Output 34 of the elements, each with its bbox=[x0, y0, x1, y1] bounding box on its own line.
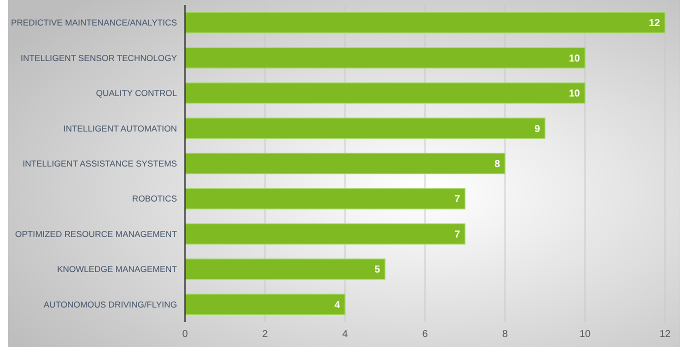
y-tick-label: PREDICTIVE MAINTENANCE/ANALYTICS bbox=[10, 18, 178, 28]
x-tick-label: 4 bbox=[342, 329, 348, 340]
x-tick-label: 6 bbox=[422, 329, 428, 340]
x-tick-label: 10 bbox=[579, 329, 591, 340]
data-label: 10 bbox=[568, 53, 580, 64]
bar bbox=[184, 47, 586, 68]
bar bbox=[184, 294, 346, 316]
x-tick-label: 12 bbox=[659, 329, 671, 340]
bar bbox=[184, 82, 586, 104]
data-label: 8 bbox=[494, 159, 500, 170]
y-tick-label: INTELLIGENT SENSOR TECHNOLOGY bbox=[20, 52, 178, 63]
bar bbox=[184, 118, 546, 139]
x-tick-label: 0 bbox=[182, 329, 188, 340]
data-label: 10 bbox=[568, 88, 580, 100]
y-tick-label: KNOWLEDGE MANAGEMENT bbox=[57, 264, 178, 274]
bar bbox=[184, 223, 466, 245]
data-label: 7 bbox=[454, 229, 460, 240]
y-tick-label: AUTONOMOUS DRIVING/FLYING bbox=[44, 299, 178, 310]
data-label: 12 bbox=[648, 18, 660, 30]
bar bbox=[184, 152, 506, 174]
bar bbox=[184, 12, 666, 34]
data-label: 5 bbox=[374, 264, 380, 276]
y-tick-label: ROBOTICS bbox=[132, 194, 178, 204]
x-tick-label: 8 bbox=[502, 329, 508, 340]
y-tick-label: QUALITY CONTROL bbox=[96, 88, 178, 98]
x-tick-label: 2 bbox=[262, 329, 268, 340]
data-label: 7 bbox=[454, 194, 460, 206]
bar bbox=[184, 188, 466, 210]
y-tick-label: OPTIMIZED RESOURCE MANAGEMENT bbox=[15, 228, 178, 239]
data-label: 9 bbox=[534, 124, 540, 135]
bar bbox=[184, 258, 386, 280]
data-label: 4 bbox=[334, 300, 340, 311]
y-tick-label: INTELLIGENT ASSISTANCE SYSTEMS bbox=[22, 158, 178, 169]
y-tick-label: INTELLIGENT AUTOMATION bbox=[63, 123, 177, 134]
